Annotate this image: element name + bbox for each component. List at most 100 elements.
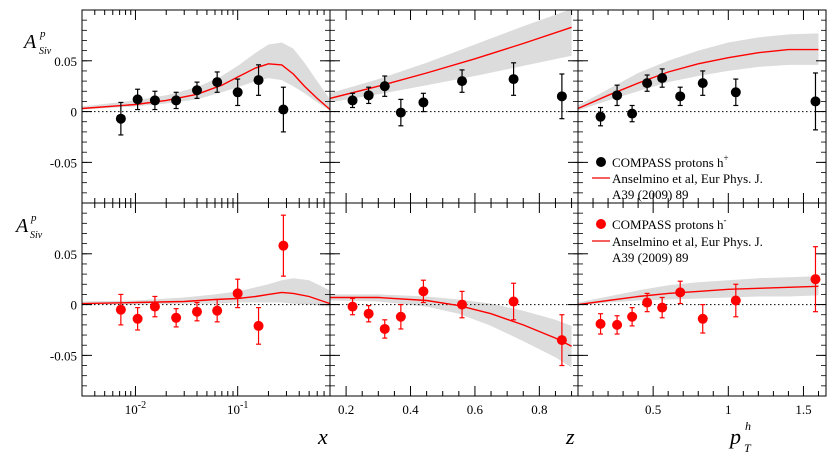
panel-bottom-x-model-curve	[82, 291, 330, 305]
panel-bottom-z-xtick-label-1: 0.4	[402, 402, 419, 417]
panel-top-pt-point-0	[595, 111, 606, 122]
panel-top-z-point-4	[418, 97, 429, 108]
panel-bottom-z-point-6	[508, 296, 519, 307]
panel-top-x-point-6	[232, 87, 243, 98]
panel-bottom-pt-point-1	[612, 319, 623, 330]
panel-top-z-point-3	[395, 107, 406, 118]
panel-bottom-z-point-4	[418, 286, 429, 297]
panel-bottom-pt-point-6	[697, 313, 708, 324]
panel-bottom-z-xtick-label-2: 0.6	[467, 402, 484, 417]
panel-bottom-pt-model-curve	[578, 285, 819, 306]
ylabel-bottom: A	[14, 215, 29, 237]
panel-top-x-point-0	[115, 113, 126, 124]
panel-bottom-z-point-0	[347, 301, 358, 312]
panel-bottom-x-point-4	[191, 306, 202, 317]
panel-bottom-pt-point-4	[657, 302, 668, 313]
panel-top-x-point-7	[253, 75, 264, 86]
panel-bottom-z-point-7	[556, 335, 567, 346]
panel-top-pt-point-8	[810, 96, 821, 107]
panel-bottom-x-point-3	[171, 312, 182, 323]
panel-top-x: -0.05 0 0.05	[50, 9, 331, 204]
panel-top-x-model-curve	[82, 63, 330, 111]
panel-bottom-pt-point-8	[810, 274, 821, 285]
panel-bottom-z: 0.2 0.4 0.6 0.8	[329, 202, 579, 417]
xlabel-x: x	[317, 424, 328, 449]
panel-top-z-plot-area	[330, 10, 578, 127]
panel-bottom-x-xtick-label-1: 10-1	[227, 400, 248, 417]
panel-bottom-pt: 0.5 1 1.5	[577, 202, 827, 417]
panel-top-pt-point-6	[697, 78, 708, 89]
panel-bottom-x-plot-area	[82, 214, 330, 345]
panel-bottom-pt-point-0	[595, 318, 606, 329]
panel-top-x-point-8	[278, 104, 289, 115]
xlabel-pt-sup: h	[745, 419, 751, 433]
panel-top-z-point-7	[556, 91, 567, 102]
legend-top-entry1: COMPASS protons h+	[612, 153, 729, 170]
panel-bottom-x-point-5	[212, 305, 223, 316]
panel-bottom-z-model-curve	[330, 296, 572, 347]
panel-bottom-x-xtick-label-0: 10-2	[125, 400, 146, 417]
legend-top-marker	[596, 157, 606, 167]
ylabel-top-sup: p	[39, 28, 46, 40]
legend-top-entry2-line1: Anselmino et al, Eur Phys. J.	[612, 171, 763, 186]
panel-bottom-pt-point-5	[675, 287, 686, 298]
legend-top: COMPASS protons h+ Anselmino et al, Eur …	[592, 153, 763, 202]
panel-top-z-point-2	[379, 81, 390, 92]
panel-top-pt	[577, 9, 827, 204]
panel-bottom-x: -0.05 0 0.05 10-2 10-1	[50, 202, 331, 417]
panel-bottom-x-ytick-label-2: 0.05	[54, 247, 77, 262]
panel-bottom-pt-plot-area	[578, 246, 826, 335]
panel-top-z	[329, 9, 579, 204]
panel-bottom-pt-xtick-label-1: 1	[725, 402, 732, 417]
panel-top-pt-point-1	[612, 90, 623, 101]
legend-bottom-entry2-line1: Anselmino et al, Eur Phys. J.	[612, 234, 763, 249]
panel-top-x-point-3	[171, 95, 182, 106]
panel-top-z-point-6	[508, 74, 519, 85]
legend-bottom-entry2-line2: A39 (2009) 89	[612, 250, 689, 265]
panel-top-z-model-curve	[330, 26, 572, 100]
xlabel-pt: p	[728, 424, 741, 449]
panel-bottom-z-point-3	[395, 311, 406, 322]
panel-bottom-x-ytick-label-0: -0.05	[50, 348, 77, 363]
xlabel-pt-sub: T	[744, 441, 752, 455]
panel-top-pt-point-2	[627, 108, 638, 119]
panel-bottom-x-point-6	[232, 288, 243, 299]
panel-bottom-z-xtick-label-3: 0.8	[531, 402, 547, 417]
xlabel-z: z	[565, 424, 575, 449]
panel-bottom-pt-frame	[577, 202, 827, 397]
panel-bottom-z-point-5	[457, 299, 468, 310]
panel-bottom-x-error-band	[82, 278, 330, 307]
panel-bottom-z-point-2	[379, 323, 390, 334]
panel-top-x-point-2	[149, 95, 160, 106]
panel-top-pt-point-5	[675, 91, 686, 102]
ylabel-top: A	[22, 31, 37, 53]
panels-layer: -0.05 0 0.05 -0.05 0 0.05 10-2 10-1 0.2 0.4 0.6 0.8…	[50, 9, 827, 417]
legend-bottom-marker	[596, 219, 606, 229]
legend-top-entry2-line2: A39 (2009) 89	[612, 187, 689, 202]
panel-top-z-error-band	[330, 10, 572, 103]
panel-top-z-point-1	[363, 90, 374, 101]
ylabel-bottom-sup: p	[30, 212, 37, 224]
panel-bottom-x-point-2	[149, 301, 160, 312]
panel-top-x-ytick-label-2: 0.05	[54, 54, 77, 69]
panel-top-pt-point-4	[657, 73, 668, 84]
legend-bottom-entry1: COMPASS protons h-	[612, 215, 727, 232]
ylabel-top-sub: Siv	[39, 46, 52, 57]
panel-top-x-error-band	[82, 42, 330, 111]
panel-bottom-x-ytick-label-1: 0	[71, 298, 78, 313]
panel-top-x-point-5	[212, 77, 223, 88]
panel-top-pt-plot-area	[578, 33, 826, 131]
panel-bottom-pt-point-2	[627, 311, 638, 322]
panel-bottom-x-point-7	[253, 320, 264, 331]
legend-bottom: COMPASS protons h- Anselmino et al, Eur …	[592, 215, 763, 265]
panel-bottom-pt-xtick-label-2: 1.5	[795, 402, 811, 417]
panel-bottom-pt-xtick-label-0: 0.5	[645, 402, 661, 417]
panel-top-pt-point-7	[730, 87, 741, 98]
panel-bottom-x-point-8	[278, 240, 289, 251]
panel-top-x-ytick-label-1: 0	[71, 105, 78, 120]
panel-top-z-point-0	[347, 95, 358, 106]
panel-top-x-plot-area	[82, 42, 330, 136]
panel-bottom-z-point-1	[363, 308, 374, 319]
panel-top-pt-point-3	[642, 78, 653, 89]
